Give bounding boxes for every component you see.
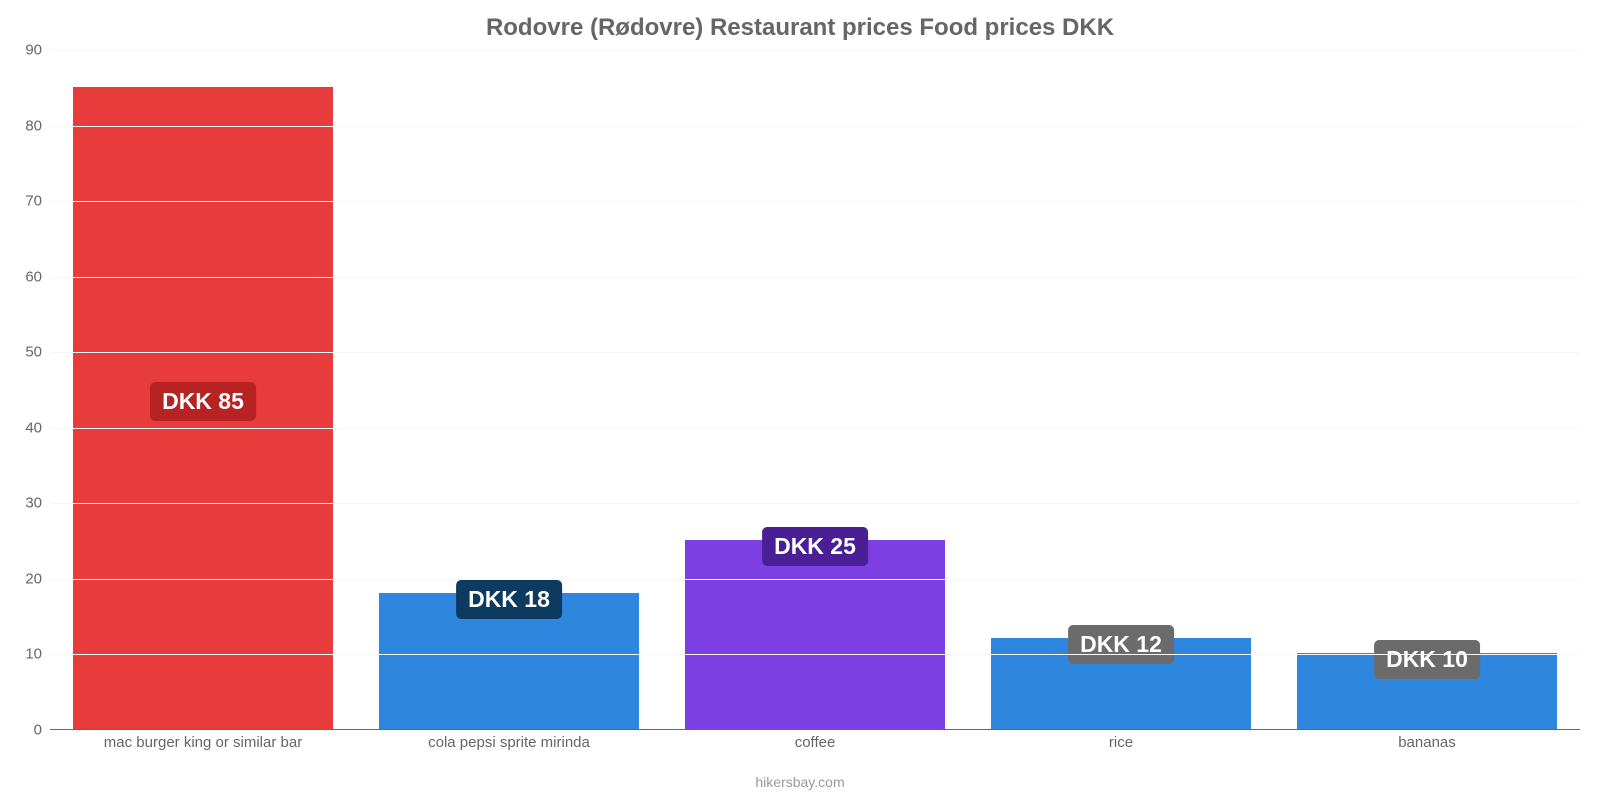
x-tick-label: rice — [1109, 734, 1133, 751]
bars-group: DKK 85 DKK 18 DKK 25 DKK 12 DKK 10 — [50, 50, 1580, 729]
y-tick-label: 10 — [25, 646, 42, 663]
bar-value-badge: DKK 85 — [150, 382, 256, 421]
y-tick-label: 90 — [25, 42, 42, 59]
chart-container: Rodovre (Rødovre) Restaurant prices Food… — [0, 0, 1600, 800]
bar: DKK 12 — [991, 638, 1251, 729]
gridline — [50, 428, 1580, 429]
y-tick-label: 70 — [25, 193, 42, 210]
x-tick-label: bananas — [1398, 734, 1456, 751]
gridline — [50, 201, 1580, 202]
gridline — [50, 50, 1580, 51]
gridline — [50, 352, 1580, 353]
y-axis: 0102030405060708090 — [0, 50, 48, 730]
bar: DKK 18 — [379, 593, 639, 729]
gridline — [50, 126, 1580, 127]
gridline — [50, 579, 1580, 580]
y-tick-label: 30 — [25, 495, 42, 512]
bar-value-badge: DKK 18 — [456, 580, 562, 619]
x-tick-label: mac burger king or similar bar — [104, 734, 302, 751]
y-tick-label: 50 — [25, 344, 42, 361]
bar: DKK 25 — [685, 540, 945, 729]
plot-area: DKK 85 DKK 18 DKK 25 DKK 12 DKK 10 — [50, 50, 1580, 730]
bar-value-badge: DKK 12 — [1068, 625, 1174, 664]
y-tick-label: 40 — [25, 419, 42, 436]
gridline — [50, 654, 1580, 655]
bar-value-badge: DKK 25 — [762, 527, 868, 566]
x-tick-label: coffee — [795, 734, 836, 751]
gridline — [50, 503, 1580, 504]
chart-title: Rodovre (Rødovre) Restaurant prices Food… — [0, 14, 1600, 42]
y-tick-label: 20 — [25, 570, 42, 587]
bar: DKK 85 — [73, 87, 333, 729]
chart-footer: hikersbay.com — [0, 774, 1600, 790]
x-tick-label: cola pepsi sprite mirinda — [428, 734, 590, 751]
y-tick-label: 80 — [25, 117, 42, 134]
y-tick-label: 60 — [25, 268, 42, 285]
x-axis-labels: mac burger king or similar bar cola pepsi… — [50, 734, 1580, 764]
y-tick-label: 0 — [34, 722, 42, 739]
bar: DKK 10 — [1297, 653, 1557, 729]
gridline — [50, 277, 1580, 278]
bar-value-badge: DKK 10 — [1374, 640, 1480, 679]
